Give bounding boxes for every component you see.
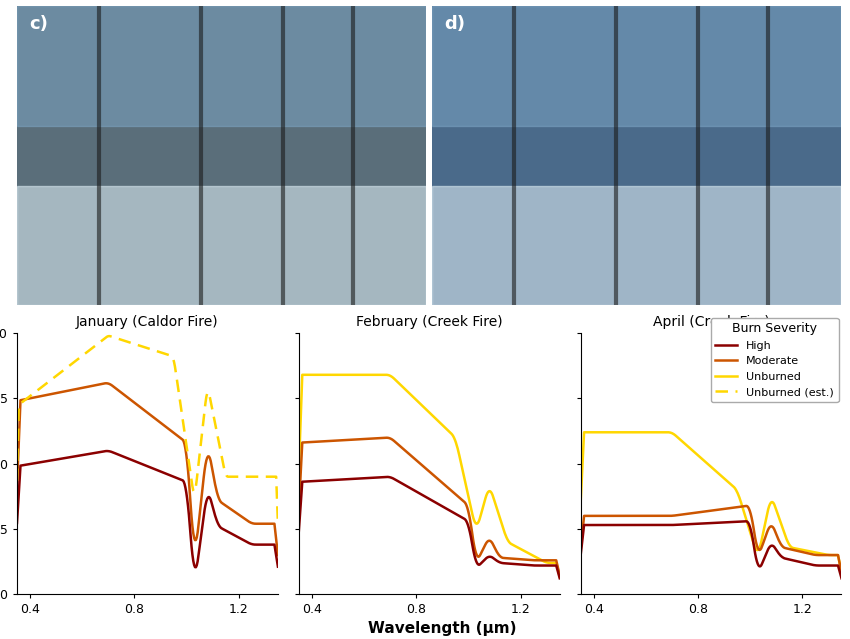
Text: d): d) (445, 15, 466, 33)
Title: January (Caldor Fire): January (Caldor Fire) (76, 315, 218, 329)
Bar (17, 185, 426, 305)
Title: April (Creek Fire): April (Creek Fire) (653, 315, 769, 329)
Text: Wavelength (μm): Wavelength (μm) (368, 621, 516, 636)
Legend: High, Moderate, Unburned, Unburned (est.): High, Moderate, Unburned, Unburned (est.… (711, 318, 839, 402)
Title: February (Creek Fire): February (Creek Fire) (356, 315, 502, 329)
Bar (433, 185, 842, 305)
Bar (17, 6, 426, 126)
Text: c): c) (29, 15, 48, 33)
Bar (433, 6, 842, 126)
